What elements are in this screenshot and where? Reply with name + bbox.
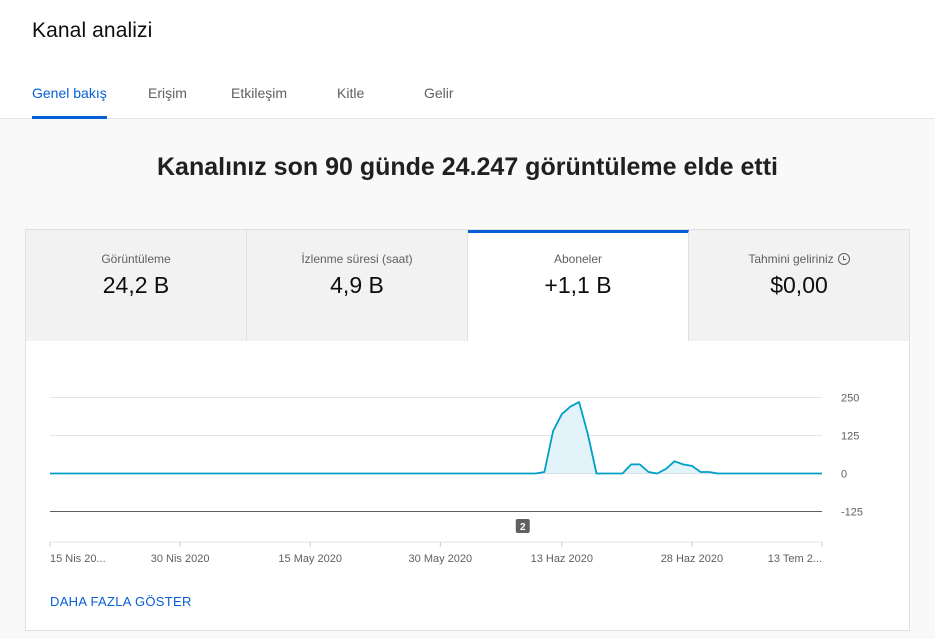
x-tick-label: 30 Nis 2020: [151, 553, 210, 565]
x-tick-label: 13 Tem 2...: [768, 553, 822, 565]
x-tick-label: 15 Nis 20...: [50, 553, 106, 565]
metric-revenue[interactable]: Tahmini geliriniz $0,00: [689, 230, 909, 341]
page-header: Kanal analizi Genel bakış Erişim Etkileş…: [0, 0, 935, 119]
y-tick-label: -125: [841, 507, 863, 519]
annotation-marker[interactable]: [515, 519, 530, 533]
metric-subscribers[interactable]: Aboneler +1,1 B: [468, 230, 689, 341]
show-more-link[interactable]: DAHA FAZLA GÖSTER: [50, 594, 192, 609]
x-tick-label: 13 Haz 2020: [531, 553, 593, 565]
chart-series-line: [50, 401, 822, 475]
metric-value: $0,00: [770, 272, 828, 298]
tab-audience[interactable]: Kitle: [337, 85, 365, 101]
x-tick-label: 28 Haz 2020: [661, 553, 723, 565]
metric-label-row: Tahmini geliriniz: [689, 252, 909, 266]
metric-views[interactable]: Görüntüleme 24,2 B: [26, 230, 247, 341]
metric-tabs: Görüntüleme 24,2 B İzlenme süresi (saat)…: [26, 230, 909, 341]
tab-overview[interactable]: Genel bakış: [32, 85, 107, 119]
chart-area-fill: [50, 402, 822, 474]
summary-headline: Kanalınız son 90 günde 24.247 görüntülem…: [157, 153, 778, 181]
metric-value: 4,9 B: [330, 272, 384, 298]
analytics-card: Görüntüleme 24,2 B İzlenme süresi (saat)…: [25, 229, 910, 631]
tab-revenue[interactable]: Gelir: [424, 85, 454, 101]
y-tick-label: 250: [841, 393, 859, 405]
metric-label: Tahmini geliriniz: [748, 252, 834, 266]
metric-value: 24,2 B: [102, 272, 170, 298]
metric-label: Aboneler: [553, 252, 603, 266]
metric-label: İzlenme süresi (saat): [301, 252, 413, 266]
annotation-marker-label: 2: [520, 522, 526, 533]
y-tick-label: 125: [841, 431, 859, 443]
y-tick-label: 0: [841, 469, 847, 481]
tab-reach[interactable]: Erişim: [148, 85, 187, 101]
metric-value: +1,1 B: [544, 272, 612, 298]
metric-watch-time[interactable]: İzlenme süresi (saat) 4,9 B: [247, 230, 468, 341]
clock-icon: [837, 253, 850, 265]
x-tick-label: 30 May 2020: [409, 553, 473, 565]
tab-engagement[interactable]: Etkileşim: [231, 85, 288, 101]
page-title: Kanal analizi: [32, 19, 153, 42]
metric-label: Görüntüleme: [101, 252, 171, 266]
x-tick-label: 15 May 2020: [278, 553, 342, 565]
subscribers-chart: 250 125 0 -125 15 Nis 20... 30 Nis 2020 15 Ma…: [49, 393, 863, 565]
